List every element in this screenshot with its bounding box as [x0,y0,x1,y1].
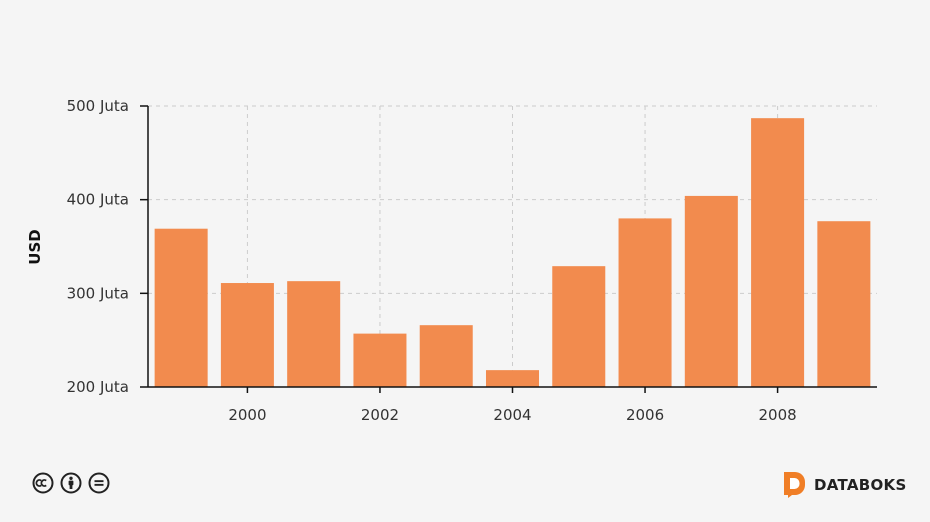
y-tick-labels: 200 Juta 300 Juta 400 Juta 500 Juta [67,97,129,396]
x-tick-label: 2008 [758,406,796,424]
y-tick-label: 400 Juta [67,191,129,209]
bars [154,118,871,387]
y-tick-label: 200 Juta [67,378,129,396]
bar-2008 [751,118,805,387]
axes [140,105,877,393]
x-tick-label: 2002 [361,406,399,424]
bar-1999 [154,228,208,387]
bar-2004 [485,370,540,387]
bar-2003 [419,325,473,387]
y-tick-label: 300 Juta [67,284,129,302]
bar-2005 [552,266,606,387]
nd-icon [88,472,110,494]
y-axis-label: USD [26,229,44,264]
bar-2006 [618,218,672,387]
license-icons [32,472,110,494]
bar-2002 [353,333,407,387]
cc-icon [32,472,54,494]
brand-name: DATABOKS [814,475,907,494]
bar-2001 [287,281,341,387]
bar-2009 [817,221,871,387]
x-tick-labels: 2000 2002 2004 2006 2008 [228,406,796,424]
databoks-logo-icon [784,472,805,498]
brand: DATABOKS [782,471,907,498]
y-tick-label: 500 Juta [67,97,129,115]
x-tick-label: 2004 [493,406,531,424]
x-tick-label: 2000 [228,406,266,424]
x-tick-label: 2006 [626,406,664,424]
by-icon [60,472,82,494]
bar-2007 [684,195,738,387]
bar-2000 [220,283,274,387]
